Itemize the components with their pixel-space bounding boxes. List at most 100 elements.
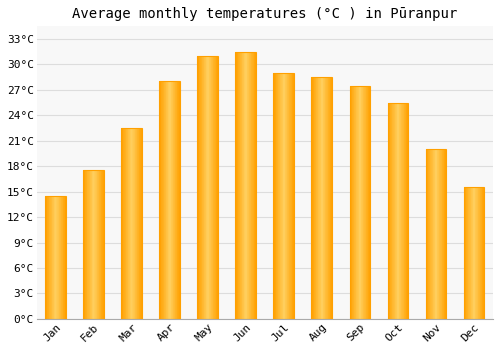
Bar — [163, 82, 164, 319]
Bar — [84, 170, 104, 319]
Bar — [52, 196, 53, 319]
Bar — [428, 149, 429, 319]
Bar — [364, 86, 365, 319]
Bar — [442, 149, 443, 319]
Bar — [312, 77, 332, 319]
Bar — [429, 149, 430, 319]
Bar — [324, 77, 326, 319]
Bar — [282, 73, 283, 319]
Bar — [125, 128, 126, 319]
Bar — [277, 73, 278, 319]
Bar — [355, 86, 356, 319]
Bar — [46, 196, 66, 319]
Bar — [365, 86, 366, 319]
Bar — [356, 86, 357, 319]
Bar — [86, 170, 87, 319]
Bar — [312, 77, 313, 319]
Bar — [426, 149, 427, 319]
Bar — [199, 56, 200, 319]
Bar — [431, 149, 432, 319]
Bar — [469, 188, 470, 319]
Bar — [483, 188, 484, 319]
Bar — [278, 73, 279, 319]
Bar — [205, 56, 206, 319]
Bar — [246, 52, 248, 319]
Bar — [214, 56, 215, 319]
Bar — [165, 82, 166, 319]
Bar — [406, 103, 407, 319]
Bar — [215, 56, 216, 319]
Bar — [327, 77, 328, 319]
Bar — [396, 103, 398, 319]
Bar — [390, 103, 391, 319]
Bar — [283, 73, 284, 319]
Bar — [164, 82, 165, 319]
Bar — [178, 82, 179, 319]
Bar — [389, 103, 390, 319]
Bar — [129, 128, 130, 319]
Bar — [59, 196, 60, 319]
Bar — [167, 82, 168, 319]
Bar — [206, 56, 207, 319]
Title: Average monthly temperatures (°C ) in Pūranpur: Average monthly temperatures (°C ) in Pū… — [72, 7, 458, 21]
Bar — [360, 86, 362, 319]
Bar — [438, 149, 439, 319]
Bar — [62, 196, 64, 319]
Bar — [202, 56, 203, 319]
Bar — [212, 56, 214, 319]
Bar — [402, 103, 403, 319]
Bar — [51, 196, 52, 319]
Bar — [88, 170, 89, 319]
Bar — [53, 196, 54, 319]
Bar — [474, 188, 476, 319]
Bar — [388, 103, 389, 319]
Bar — [330, 77, 331, 319]
Bar — [93, 170, 94, 319]
Bar — [289, 73, 290, 319]
Bar — [174, 82, 176, 319]
Bar — [84, 170, 86, 319]
Bar — [465, 188, 466, 319]
Bar — [405, 103, 406, 319]
Bar — [237, 52, 238, 319]
Bar — [240, 52, 241, 319]
Bar — [96, 170, 97, 319]
Bar — [166, 82, 167, 319]
Bar — [391, 103, 392, 319]
Bar — [208, 56, 209, 319]
Bar — [138, 128, 139, 319]
Bar — [388, 103, 408, 319]
Bar — [403, 103, 404, 319]
Bar — [124, 128, 125, 319]
Bar — [357, 86, 358, 319]
Bar — [274, 73, 275, 319]
Bar — [98, 170, 100, 319]
Bar — [245, 52, 246, 319]
Bar — [436, 149, 438, 319]
Bar — [398, 103, 400, 319]
Bar — [476, 188, 477, 319]
Bar — [317, 77, 318, 319]
Bar — [440, 149, 441, 319]
Bar — [160, 82, 180, 319]
Bar — [204, 56, 205, 319]
Bar — [241, 52, 242, 319]
Bar — [100, 170, 102, 319]
Bar — [248, 52, 250, 319]
Bar — [350, 86, 370, 319]
Bar — [284, 73, 286, 319]
Bar — [433, 149, 434, 319]
Bar — [161, 82, 162, 319]
Bar — [470, 188, 472, 319]
Bar — [238, 52, 239, 319]
Bar — [55, 196, 56, 319]
Bar — [291, 73, 292, 319]
Bar — [320, 77, 321, 319]
Bar — [478, 188, 479, 319]
Bar — [480, 188, 481, 319]
Bar — [350, 86, 351, 319]
Bar — [401, 103, 402, 319]
Bar — [313, 77, 314, 319]
Bar — [275, 73, 276, 319]
Bar — [179, 82, 180, 319]
